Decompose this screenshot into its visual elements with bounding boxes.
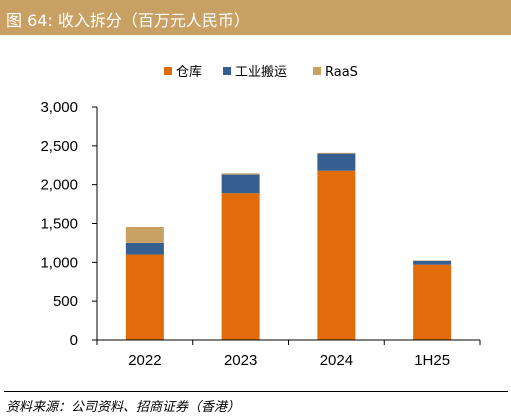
bar-2023-series-3 <box>221 173 260 175</box>
bar-2023-series-2 <box>221 174 260 194</box>
x-tick-label-2024: 2024 <box>320 352 353 369</box>
bar-2022-series-3 <box>125 226 164 243</box>
chart-legend: 仓库 工业搬运 RaaS <box>164 64 358 80</box>
y-tick-label-0: 0 <box>70 332 78 349</box>
y-tick-label-3: 1,500 <box>40 216 78 233</box>
legend-label-2: 工业搬运 <box>235 65 287 80</box>
figure-title: 图 64: 收入拆分（百万元人民币） <box>6 11 250 30</box>
legend-swatch-1 <box>164 67 172 75</box>
bar-2024-series-3 <box>317 152 356 154</box>
source-note: 资料来源：公司资料、招商证券（香港） <box>6 400 241 415</box>
revenue-breakdown-chart: 仓库 工业搬运 RaaS 0 500 1,000 1,500 2,000 2,500 3,000… <box>40 64 481 369</box>
y-tick-label-6: 3,000 <box>40 99 78 116</box>
legend-swatch-2 <box>223 67 231 75</box>
bar-2024-series-2 <box>317 153 356 171</box>
bar-2022-series-1 <box>125 254 164 340</box>
bars <box>125 152 452 340</box>
bar-2024-series-1 <box>317 170 356 340</box>
bar-1h25-series-2 <box>413 260 452 265</box>
x-tick-label-2022: 2022 <box>128 352 161 369</box>
x-axis: 2022 2023 2024 1H25 <box>96 339 481 369</box>
footer-divider <box>4 391 508 392</box>
figure-header: 图 64: 收入拆分（百万元人民币） <box>0 0 511 35</box>
y-tick-label-1: 500 <box>53 293 78 310</box>
legend-swatch-3 <box>313 67 321 75</box>
y-tick-label-2: 1,000 <box>40 254 78 271</box>
y-axis: 0 500 1,000 1,500 2,000 2,500 3,000 <box>40 99 98 349</box>
legend-label-3: RaaS <box>325 65 358 80</box>
x-tick-label-1h25: 1H25 <box>414 352 450 369</box>
y-tick-label-5: 2,500 <box>40 138 78 155</box>
x-tick-label-2023: 2023 <box>224 352 257 369</box>
bar-1h25-series-1 <box>413 264 452 340</box>
y-tick-label-4: 2,000 <box>40 177 78 194</box>
bar-2022-series-2 <box>125 242 164 255</box>
legend-label-1: 仓库 <box>176 64 202 80</box>
bar-2023-series-1 <box>221 193 260 340</box>
